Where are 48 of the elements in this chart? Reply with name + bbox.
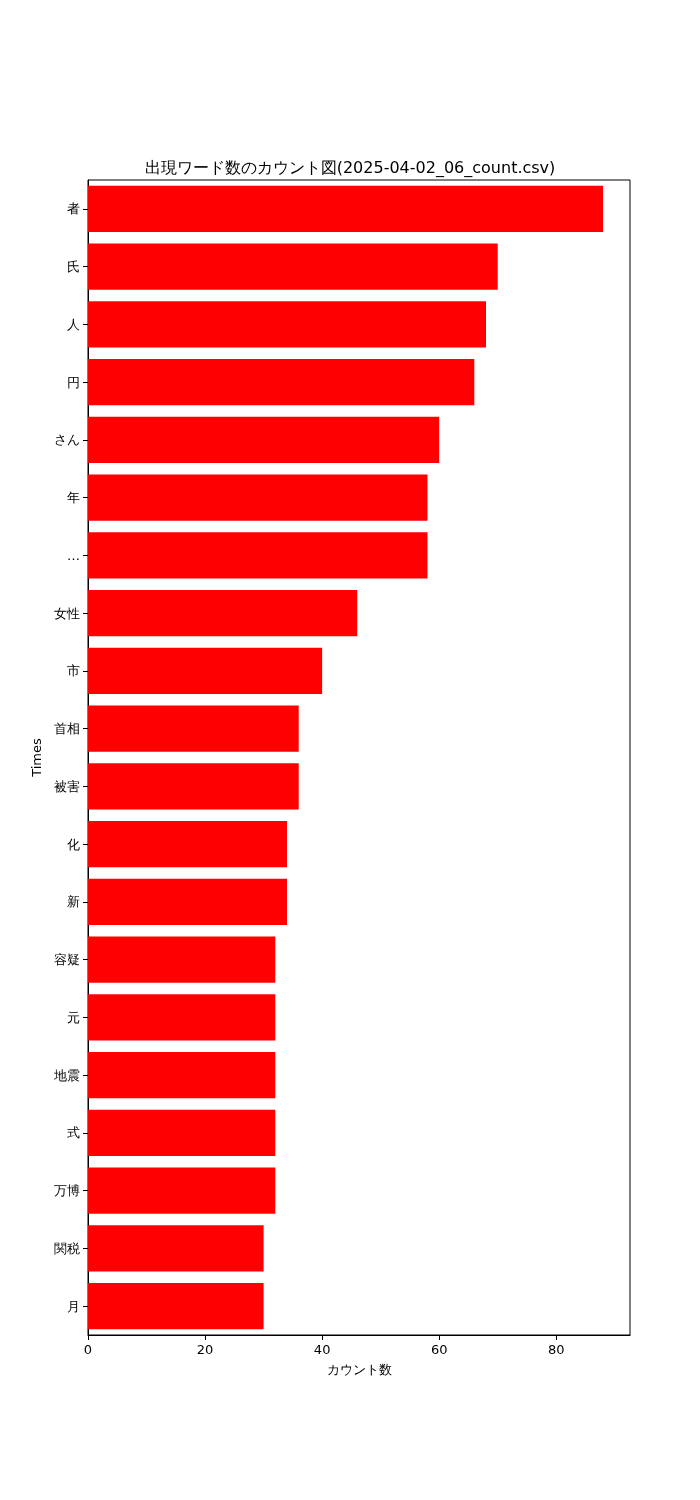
- y-tick-label: 容疑: [54, 952, 80, 968]
- bar: [88, 301, 487, 348]
- y-tick-label: …: [67, 547, 80, 563]
- y-tick-label: 新: [67, 894, 80, 910]
- bar: [88, 878, 288, 925]
- x-tick-label: 80: [547, 1342, 565, 1357]
- bar: [88, 1283, 264, 1330]
- bar: [88, 185, 604, 232]
- bar: [88, 647, 323, 694]
- x-tick-label: 0: [83, 1342, 93, 1357]
- bar: [88, 1052, 276, 1099]
- y-tick-label: 女性: [54, 605, 80, 621]
- bar: [88, 821, 288, 868]
- y-tick-label: さん: [54, 432, 80, 448]
- y-tick-label: 化: [67, 836, 80, 852]
- x-tick-label: 20: [196, 1342, 214, 1357]
- y-axis-title: Times: [29, 737, 44, 778]
- bar: [88, 1225, 264, 1272]
- y-tick-label: 万博: [54, 1183, 80, 1199]
- chart-title: 出現ワード数のカウント図(2025-04-02_06_count.csv): [144, 157, 556, 178]
- bar: [88, 994, 276, 1041]
- y-tick-label: 円: [67, 374, 80, 390]
- y-tick-label: 式: [67, 1125, 80, 1141]
- bar: [88, 1109, 276, 1156]
- y-tick-label: 氏: [67, 259, 80, 275]
- bar: [88, 763, 299, 810]
- x-axis-title: カウント数: [326, 1362, 392, 1377]
- bar: [88, 532, 428, 579]
- x-tick-label: 60: [430, 1342, 448, 1357]
- y-tick-label: 元: [67, 1009, 80, 1025]
- y-tick-label: 首相: [54, 721, 80, 737]
- bar: [88, 359, 475, 406]
- y-tick-label: 市: [67, 663, 80, 679]
- y-tick-label: 月: [67, 1298, 80, 1314]
- y-tick-label: 関税: [54, 1240, 80, 1256]
- y-tick-label: 人: [67, 316, 80, 332]
- bar: [88, 416, 440, 463]
- y-tick-label: 地震: [53, 1067, 80, 1083]
- y-tick-label: 被害: [54, 778, 80, 794]
- bar: [88, 936, 276, 983]
- bar: [88, 1167, 276, 1214]
- y-tick-label: 年: [67, 490, 80, 506]
- x-tick-label: 40: [313, 1342, 331, 1357]
- y-tick-label: 者: [67, 201, 80, 217]
- bar: [88, 705, 299, 752]
- bar: [88, 474, 428, 521]
- bar: [88, 243, 498, 290]
- bar: [88, 590, 358, 637]
